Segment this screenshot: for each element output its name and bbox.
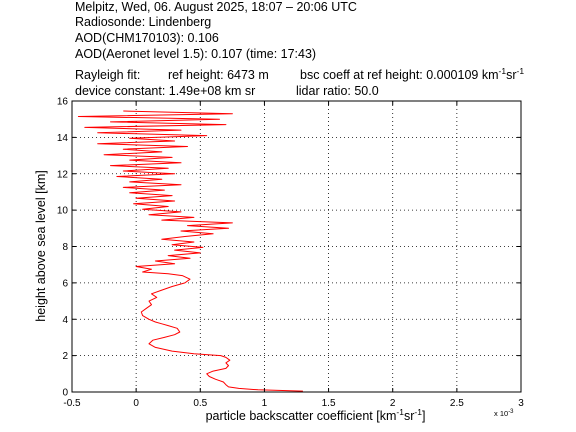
ref-height: ref height: 6473 m (168, 68, 269, 82)
y-tick-label: 2 (62, 351, 68, 362)
x-tick-label: 0.5 (193, 398, 207, 409)
rayleigh-fit-label: Rayleigh fit: (75, 68, 141, 82)
x-tick-label: 2 (390, 398, 396, 409)
x-tick-label: 3 (518, 398, 524, 409)
device-constant: device constant: 1.49e+08 km sr (75, 84, 256, 98)
x-axis-label: particle backscatter coefficient [km-1sr… (205, 407, 426, 423)
y-tick-label: 14 (57, 133, 69, 144)
x-tick-label: 0 (133, 398, 139, 409)
backscatter-profile-line (77, 110, 303, 392)
aod-aeronet-line: AOD(Aeronet level 1.5): 0.107 (time: 17:… (75, 47, 317, 61)
y-tick-label: 16 (57, 97, 69, 108)
y-axis-label: height above sea level [km] (34, 170, 48, 322)
y-tick-label: 12 (57, 169, 69, 180)
title-line-1: Melpitz, Wed, 06. August 2025, 18:07 – 2… (75, 0, 357, 14)
x-tick-label: 1 (262, 398, 268, 409)
y-tick-label: 4 (62, 315, 68, 326)
y-tick-label: 6 (62, 278, 68, 289)
y-tick-label: 0 (62, 388, 68, 399)
x-tick-label: 1.5 (322, 398, 336, 409)
x-tick-label: -0.5 (63, 398, 81, 409)
radiosonde-line: Radiosonde: Lindenberg (75, 15, 212, 29)
x-tick-label: 2.5 (450, 398, 464, 409)
aod-chm-line: AOD(CHM170103): 0.106 (75, 31, 219, 45)
bsc-coeff-ref-height: bsc coeff at ref height: 0.000109 km-1sr… (300, 66, 525, 82)
lidar-ratio: lidar ratio: 50.0 (296, 84, 379, 98)
x-axis-multiplier: x 10-3 (494, 409, 514, 418)
y-tick-label: 10 (57, 206, 69, 217)
y-tick-label: 8 (62, 242, 68, 253)
